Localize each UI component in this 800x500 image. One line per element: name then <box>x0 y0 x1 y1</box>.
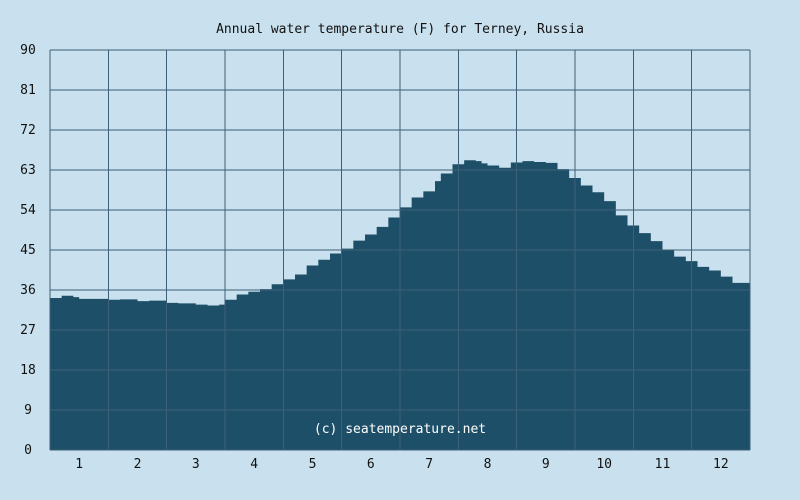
y-tick-label: 27 <box>20 323 36 338</box>
x-tick-label: 8 <box>484 457 492 472</box>
y-tick-label: 36 <box>20 283 36 298</box>
x-tick-label: 9 <box>542 457 550 472</box>
y-tick-label: 81 <box>20 83 36 98</box>
x-tick-label: 3 <box>192 457 200 472</box>
x-tick-label: 7 <box>425 457 433 472</box>
x-tick-label: 6 <box>367 457 375 472</box>
x-axis-ticks: 1 2 3 4 5 6 7 8 9 10 11 12 <box>75 457 728 472</box>
x-tick-label: 12 <box>713 457 729 472</box>
y-tick-label: 0 <box>24 443 32 458</box>
x-tick-label: 2 <box>134 457 142 472</box>
grid-layer <box>49 49 751 451</box>
y-tick-label: 9 <box>24 403 32 418</box>
y-tick-label: 45 <box>20 243 36 258</box>
chart-title: Annual water temperature (F) for Terney,… <box>216 22 584 37</box>
x-tick-label: 11 <box>655 457 671 472</box>
x-tick-label: 1 <box>75 457 83 472</box>
y-axis-ticks: 0 9 18 27 36 45 54 63 72 81 90 <box>20 43 36 458</box>
y-tick-label: 54 <box>20 203 36 218</box>
y-tick-label: 90 <box>20 43 36 58</box>
y-tick-label: 18 <box>20 363 36 378</box>
y-tick-label: 63 <box>20 163 36 178</box>
x-tick-label: 5 <box>309 457 317 472</box>
x-tick-label: 4 <box>250 457 258 472</box>
credit-annotation: (c) seatemperature.net <box>314 422 486 437</box>
x-tick-label: 10 <box>596 457 612 472</box>
y-tick-label: 72 <box>20 123 36 138</box>
